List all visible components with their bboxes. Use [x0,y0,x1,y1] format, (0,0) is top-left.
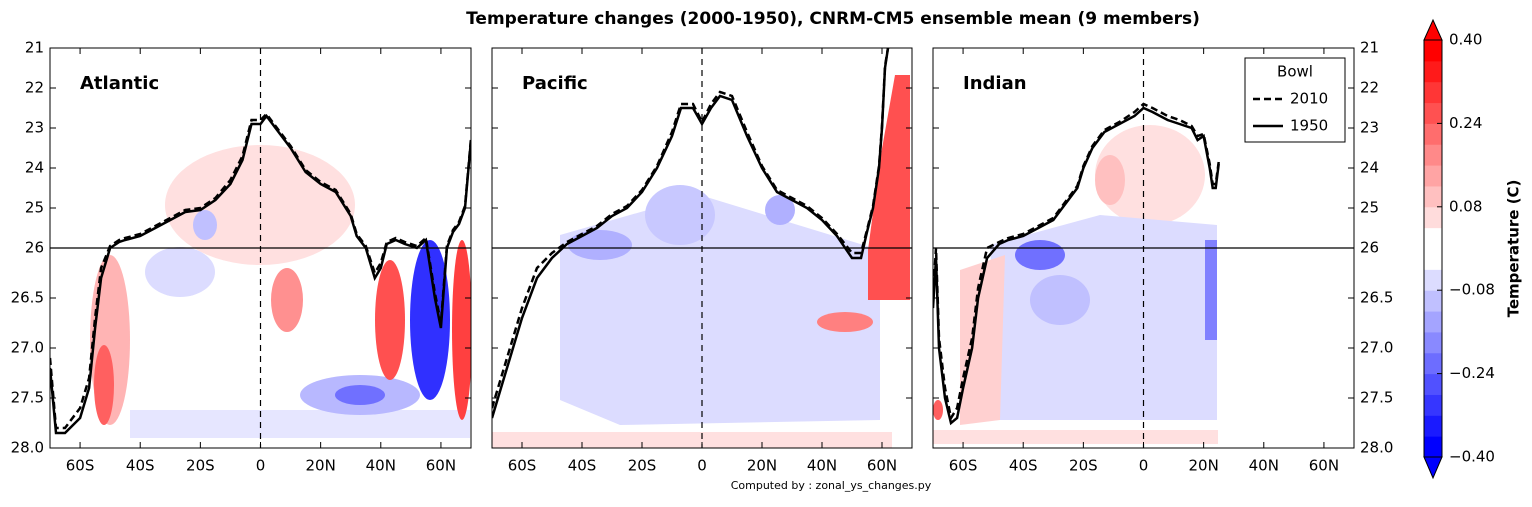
colorbar-band [1424,144,1442,166]
colorbar-tick-label: 0.40 [1449,31,1482,49]
x-tick-label: 0 [697,457,707,475]
x-tick-label: 40N [807,457,837,475]
colorbar-band [1424,269,1442,291]
y-tick-label: 24 [1360,159,1379,177]
colorbar-tick-label: −0.08 [1449,281,1495,299]
colorbar-band [1424,40,1442,62]
x-tick-label: 40N [1249,457,1279,475]
colorbar-band [1424,248,1442,270]
y-tick-label: 25 [25,199,44,217]
x-tick-label: 60S [508,457,537,475]
y-tick-label: 25 [1360,199,1379,217]
x-tick-label: 0 [256,457,266,475]
y-tick-label: 22 [25,79,44,97]
panel-title: Pacific [522,73,588,94]
colorbar-band [1424,331,1442,354]
colorbar-frame [1423,39,1443,458]
legend-title: Bowl [1277,63,1313,81]
y-tick-label: 26 [1360,239,1379,257]
colorbar-band [1424,165,1442,187]
colorbar-tick-label: 0.08 [1449,197,1482,215]
x-tick-label: 20N [305,457,335,475]
y-tick-label: 23 [25,119,44,137]
colorbar-band [1424,185,1442,208]
colorbar-tick-label: 0.24 [1449,114,1482,132]
y-tick-label: 22 [1360,79,1379,97]
colorbar-band [1424,394,1442,416]
colorbar-label: Temperature (C) [1505,180,1523,318]
legend-box [1244,57,1346,143]
colorbar-band [1424,311,1442,333]
x-tick-label: 40N [366,457,396,475]
bowl-line [492,48,890,419]
contour-field [90,145,471,438]
colorbar-band [1424,123,1442,145]
y-tick-label: 28.0 [1360,439,1393,457]
colorbar-band [1424,227,1442,249]
x-tick-label: 40S [1009,457,1038,475]
x-tick-label: 20N [747,457,777,475]
legend-label: 2010 [1290,90,1328,108]
y-tick-label: 21 [25,39,44,57]
y-tick-label: 27.5 [1360,389,1393,407]
y-tick-label: 27.0 [11,339,44,357]
x-tick-label: 60S [949,457,978,475]
panel-title: Indian [963,73,1027,94]
x-tick-label: 60N [426,457,456,475]
colorbar-extend [1423,18,1443,41]
x-tick-label: 20S [186,457,215,475]
footer: Computed by : zonal_ys_changes.py [731,479,932,492]
x-tick-label: 0 [1139,457,1149,475]
colorbar-extend [1423,456,1443,480]
colorbar-band [1424,60,1442,83]
panel-title: Atlantic [80,73,159,94]
x-tick-label: 20S [1069,457,1098,475]
x-tick-label: 20S [628,457,657,475]
y-tick-label: 23 [1360,119,1379,137]
colorbar-band [1424,352,1442,375]
y-tick-label: 26.5 [1360,289,1393,307]
bowl-line [50,113,471,435]
colorbar-band [1424,290,1442,312]
colorbar-band [1424,81,1442,104]
legend-label: 1950 [1290,117,1328,135]
y-tick-label: 27.0 [1360,339,1393,357]
y-tick-label: 21 [1360,39,1379,57]
colorbar-tick-label: −0.24 [1449,364,1495,382]
colorbar-band [1424,373,1442,395]
x-tick-label: 60N [1309,457,1339,475]
y-tick-label: 27.5 [11,389,44,407]
colorbar-band [1424,415,1442,437]
y-tick-label: 24 [25,159,44,177]
colorbar-band [1424,206,1442,229]
x-tick-label: 40S [568,457,597,475]
colorbar-band [1424,102,1442,124]
figure-title: Temperature changes (2000-1950), CNRM-CM… [466,9,1200,29]
contour-field [492,75,910,448]
x-tick-label: 20N [1188,457,1218,475]
x-tick-label: 60S [66,457,95,475]
y-tick-label: 26 [25,239,44,257]
colorbar-band [1424,436,1442,458]
y-tick-label: 28.0 [11,439,44,457]
contour-field [933,125,1218,444]
y-tick-label: 26.5 [11,289,44,307]
x-tick-label: 60N [867,457,897,475]
x-tick-label: 40S [126,457,155,475]
colorbar-tick-label: −0.40 [1449,448,1495,466]
bowl-line [933,106,1220,426]
